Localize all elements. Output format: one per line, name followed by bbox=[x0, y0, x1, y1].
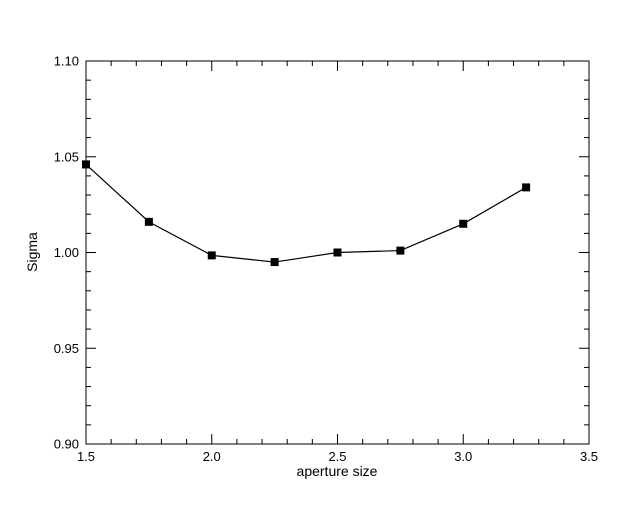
y-axis-label: Sigma bbox=[24, 232, 40, 272]
x-tick-labels: 1.5 2.0 2.5 3.0 3.5 bbox=[77, 449, 598, 464]
x-axis-label: aperture size bbox=[297, 463, 378, 479]
data-series bbox=[82, 160, 531, 267]
data-point-marker bbox=[333, 248, 342, 257]
y-tick-labels: 0.90 0.95 1.00 1.05 1.10 bbox=[54, 54, 79, 452]
y-tick-label: 0.90 bbox=[54, 437, 79, 452]
series-line bbox=[85, 163, 527, 263]
plot-frame bbox=[85, 60, 590, 445]
x-tick-label: 2.0 bbox=[203, 449, 221, 464]
data-point-marker bbox=[270, 258, 279, 267]
data-point-marker bbox=[396, 246, 405, 255]
y-tick-label: 1.05 bbox=[54, 149, 79, 164]
x-tick-label: 1.5 bbox=[77, 449, 95, 464]
y-tick-label: 1.10 bbox=[54, 54, 79, 69]
y-tick-label: 0.95 bbox=[54, 341, 79, 356]
data-point-marker bbox=[207, 251, 216, 260]
data-point-marker bbox=[459, 219, 468, 228]
x-tick-label: 3.0 bbox=[454, 449, 472, 464]
data-point-marker bbox=[82, 160, 90, 169]
x-tick-label: 3.5 bbox=[580, 449, 598, 464]
data-point-marker bbox=[522, 183, 531, 192]
data-point-marker bbox=[144, 217, 153, 226]
x-tick-label: 2.5 bbox=[328, 449, 346, 464]
y-tick-label: 1.00 bbox=[54, 245, 79, 260]
